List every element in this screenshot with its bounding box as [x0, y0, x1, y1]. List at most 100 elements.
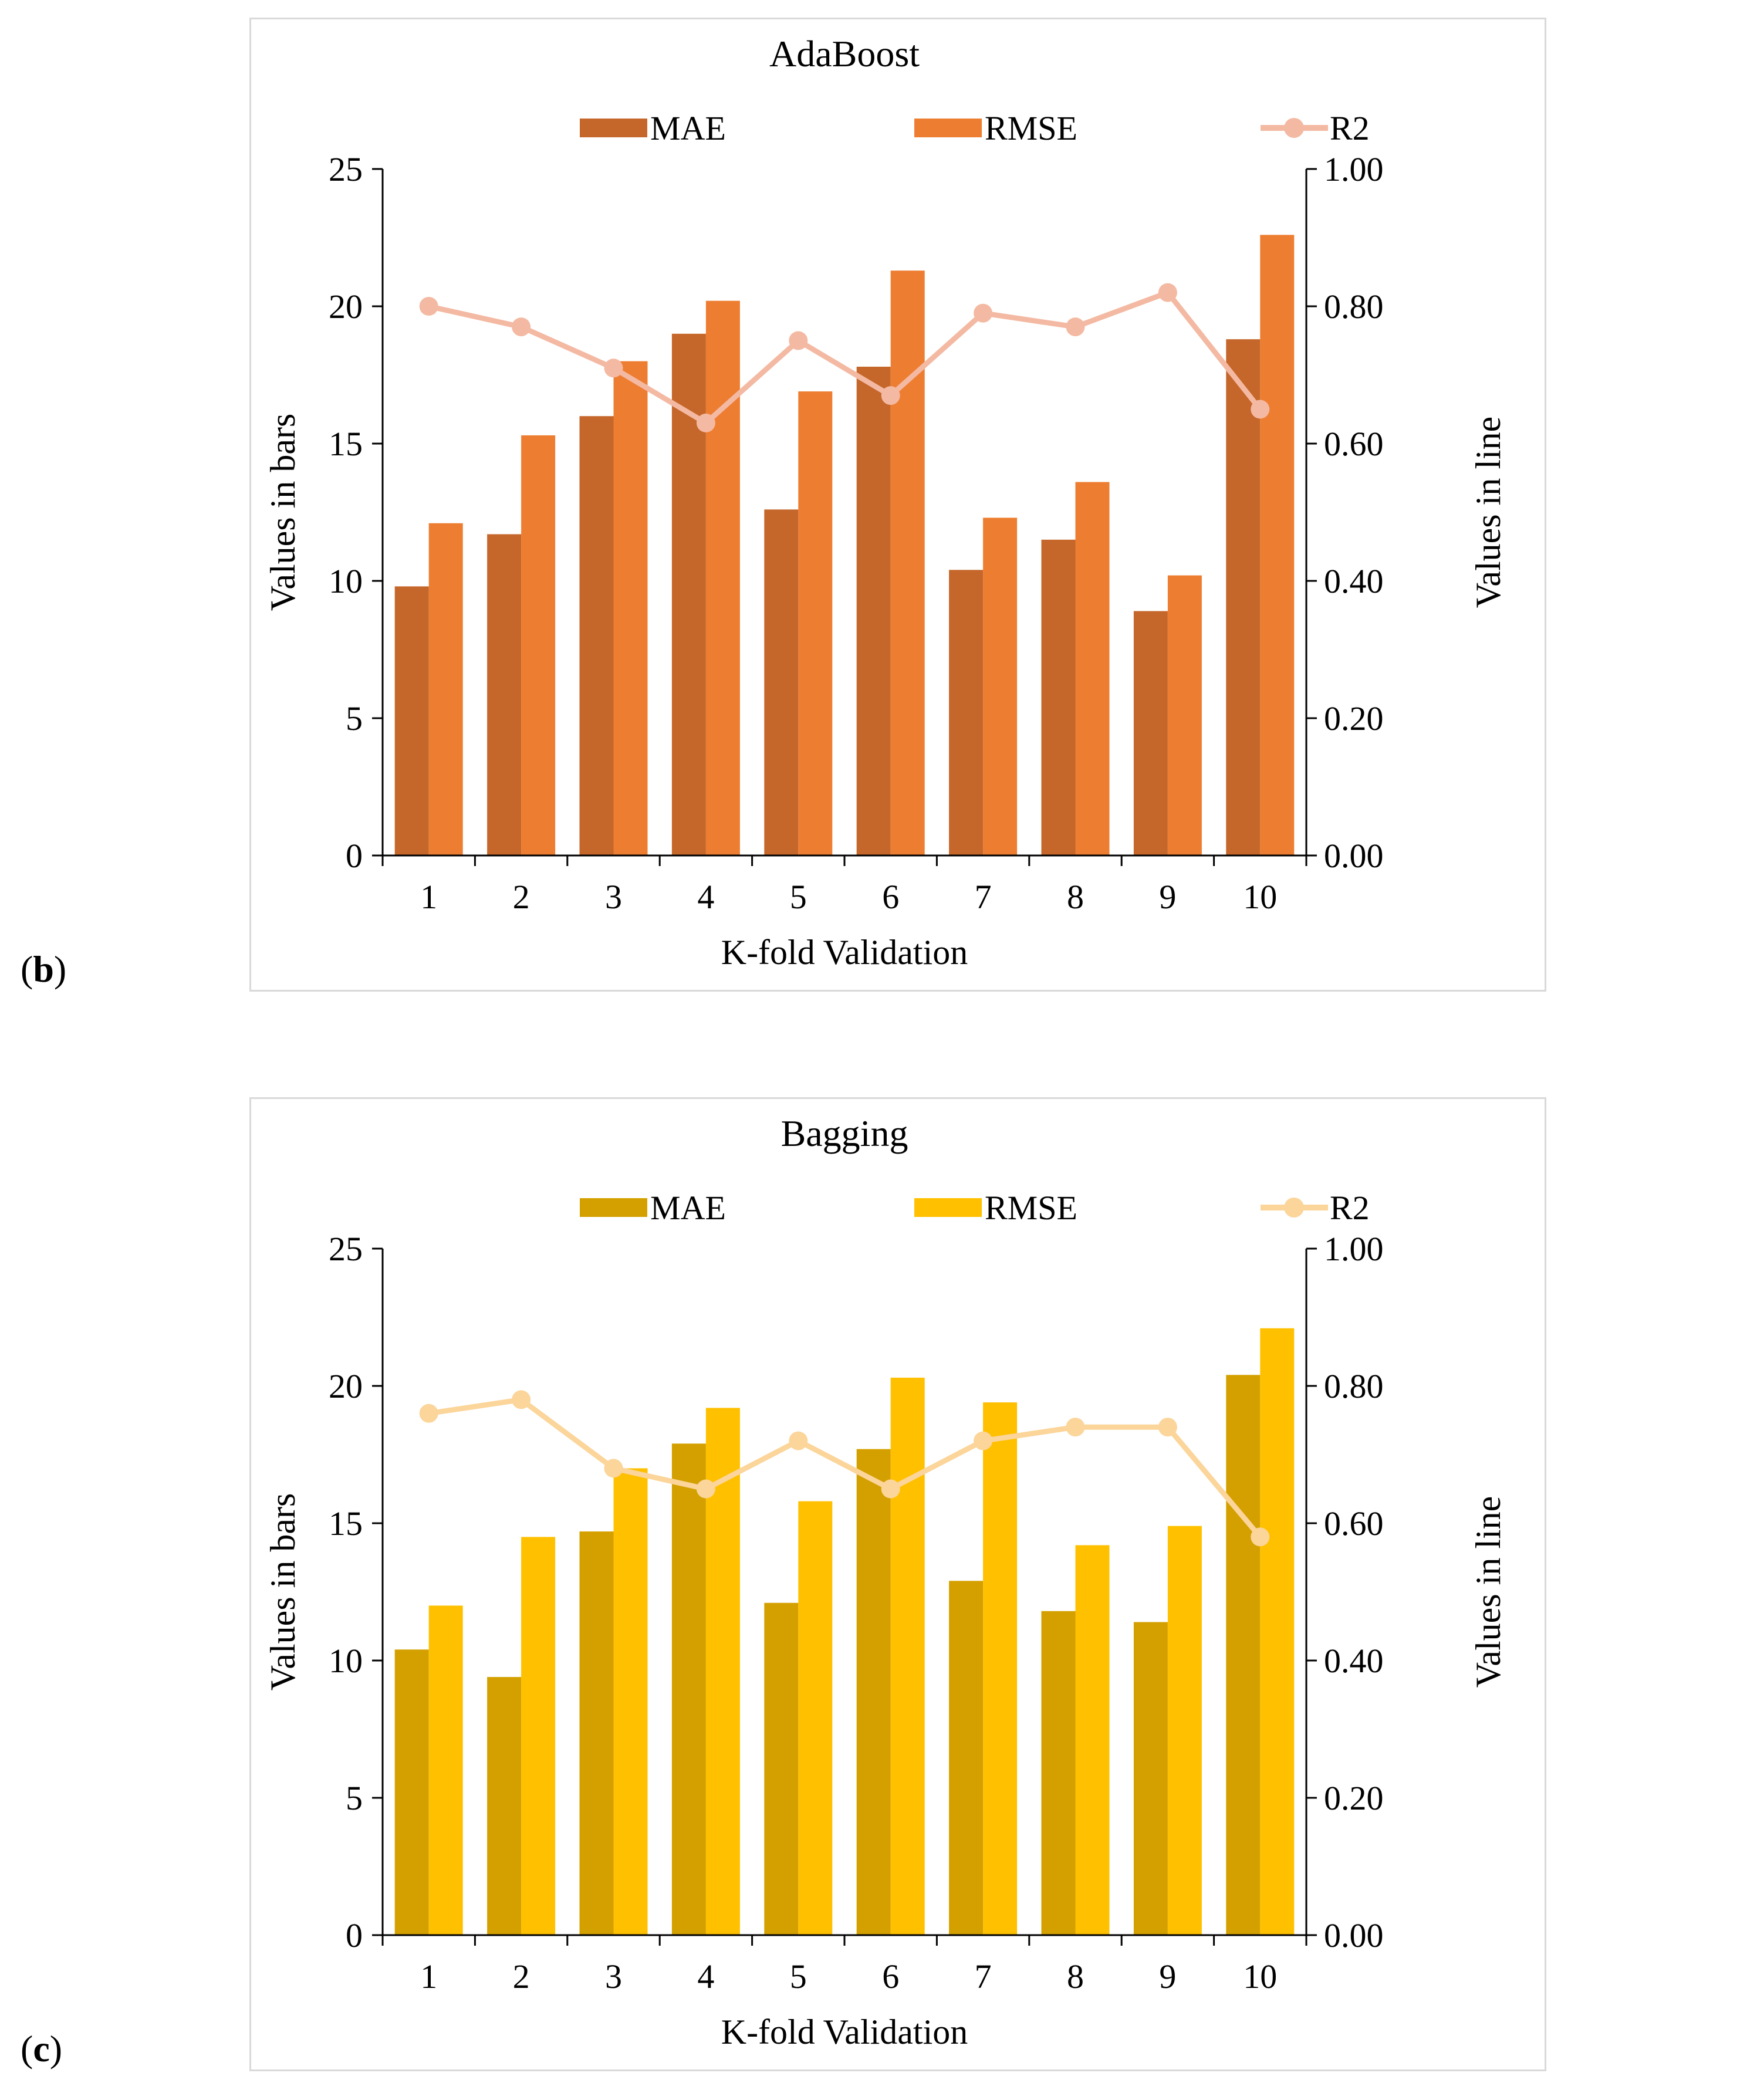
point-r2-2: [512, 317, 531, 337]
panel-label-b-letter: b: [33, 948, 54, 990]
y2-tick-label: 0.20: [1324, 1779, 1384, 1817]
y2-tick-label: 1.00: [1324, 1230, 1384, 1268]
x-tick-label: 7: [975, 1957, 992, 1996]
y-axis-label: Values in bars: [263, 1493, 302, 1691]
x-tick-label: 9: [1159, 878, 1176, 916]
point-r2-2: [512, 1390, 531, 1409]
bar-rmse-4: [705, 300, 740, 855]
bar-mae-10: [1226, 1375, 1261, 1935]
y2-tick-label: 0.00: [1324, 837, 1384, 875]
bar-mae-5: [764, 509, 799, 855]
line-r2: [428, 290, 1262, 426]
bar-mae-7: [949, 570, 984, 855]
bar-rmse-1: [428, 523, 463, 855]
x-tick-label: 7: [975, 878, 992, 916]
x-tick-label: 9: [1159, 1957, 1176, 1996]
y2-tick-label: 0.80: [1324, 1367, 1384, 1405]
x-tick-label: 3: [605, 878, 622, 916]
line-r2: [428, 1396, 1262, 1539]
y-tick-label: 25: [329, 150, 363, 188]
bar-rmse-7: [983, 1402, 1018, 1935]
bar-rmse-9: [1167, 1526, 1202, 1935]
y-axis-label: Values in bars: [263, 414, 302, 611]
y-tick-label: 10: [329, 1642, 363, 1680]
point-r2-9: [1158, 283, 1177, 302]
chart-title: AdaBoost: [769, 33, 920, 75]
bar-rmse-9: [1167, 575, 1202, 855]
point-r2-3: [604, 359, 623, 378]
chart-title: Bagging: [781, 1112, 908, 1154]
x-tick-label: 6: [882, 878, 899, 916]
bar-rmse-5: [798, 1501, 833, 1935]
x-tick-label: 1: [420, 878, 437, 916]
bar-mae-4: [671, 1443, 706, 1935]
panel-label-c: (c): [21, 2028, 63, 2069]
x-tick-label: 2: [513, 878, 530, 916]
bar-mae-6: [856, 1449, 891, 1935]
bar-mae-2: [487, 534, 522, 855]
legend-swatch-rmse: [914, 119, 982, 137]
y-tick-label: 0: [346, 837, 363, 875]
y-tick-label: 15: [329, 425, 363, 463]
chart-panel-bagging: Bagging MAE RMSE R2 0 5 10 15 20 25 0.00 0.20 0.40 0.…: [249, 1097, 1546, 2071]
y2-axis-label: Values in line: [1469, 1496, 1508, 1688]
x-tick-label: 10: [1243, 1957, 1277, 1996]
bar-mae-1: [394, 1649, 429, 1935]
y2-tick-label: 0.40: [1324, 562, 1384, 600]
bar-mae-5: [764, 1602, 799, 1935]
point-r2-8: [1066, 1418, 1085, 1437]
y-tick-label: 5: [346, 699, 363, 738]
x-tick-label: 6: [882, 1957, 899, 1996]
point-r2-7: [974, 303, 993, 323]
legend-marker-r2: [1284, 1198, 1304, 1218]
point-r2-5: [789, 1431, 808, 1450]
bar-mae-7: [949, 1581, 984, 1935]
bar-mae-1: [394, 586, 429, 855]
y2-tick-label: 0.60: [1324, 425, 1384, 463]
legend-label-r2: R2: [1330, 109, 1370, 147]
y2-tick-label: 0.20: [1324, 699, 1384, 738]
bar-mae-3: [579, 1531, 614, 1935]
legend-label-mae: MAE: [650, 1189, 726, 1227]
point-r2-4: [696, 1479, 715, 1499]
y-tick-label: 10: [329, 562, 363, 600]
legend-swatch-rmse: [914, 1198, 982, 1217]
legend-label-mae: MAE: [650, 109, 726, 147]
x-tick-label: 8: [1067, 1957, 1084, 1996]
x-tick-label: 3: [605, 1957, 622, 1996]
point-r2-7: [974, 1431, 993, 1450]
bar-rmse-1: [428, 1605, 463, 1935]
y2-tick-label: 0.00: [1324, 1916, 1384, 1954]
y2-tick-label: 0.60: [1324, 1504, 1384, 1543]
y-tick-label: 0: [346, 1916, 363, 1954]
legend-label-r2: R2: [1330, 1189, 1370, 1227]
legend-marker-r2: [1284, 118, 1304, 138]
point-r2-1: [419, 297, 438, 316]
bar-mae-8: [1041, 1611, 1076, 1935]
y2-tick-label: 1.00: [1324, 150, 1384, 188]
bar-rmse-8: [1075, 482, 1110, 855]
bar-rmse-6: [890, 1377, 925, 1935]
legend-label-rmse: RMSE: [985, 1189, 1077, 1227]
point-r2-8: [1066, 317, 1085, 337]
chart-panel-adaboost: AdaBoost MAE RMSE R2 0 5 10 15 20 25 0.00 0.20 0.40 0…: [249, 18, 1546, 992]
y2-tick-label: 0.40: [1324, 1642, 1384, 1680]
bar-rmse-6: [890, 270, 925, 855]
bar-mae-2: [487, 1677, 522, 1935]
panel-label-c-letter: c: [33, 2028, 50, 2069]
bar-rmse-3: [613, 1468, 648, 1935]
legend-swatch-mae: [580, 119, 647, 137]
y-tick-label: 25: [329, 1230, 363, 1268]
point-r2-6: [881, 1479, 900, 1499]
x-tick-label: 5: [790, 1957, 807, 1996]
x-tick-label: 10: [1243, 878, 1277, 916]
point-r2-1: [419, 1404, 438, 1423]
point-r2-10: [1251, 1527, 1270, 1547]
x-tick-label: 1: [420, 1957, 437, 1996]
x-axis-label: K-fold Validation: [721, 933, 968, 972]
bar-mae-6: [856, 366, 891, 855]
point-r2-10: [1251, 400, 1270, 419]
x-tick-label: 2: [513, 1957, 530, 1996]
bar-mae-10: [1226, 339, 1261, 855]
